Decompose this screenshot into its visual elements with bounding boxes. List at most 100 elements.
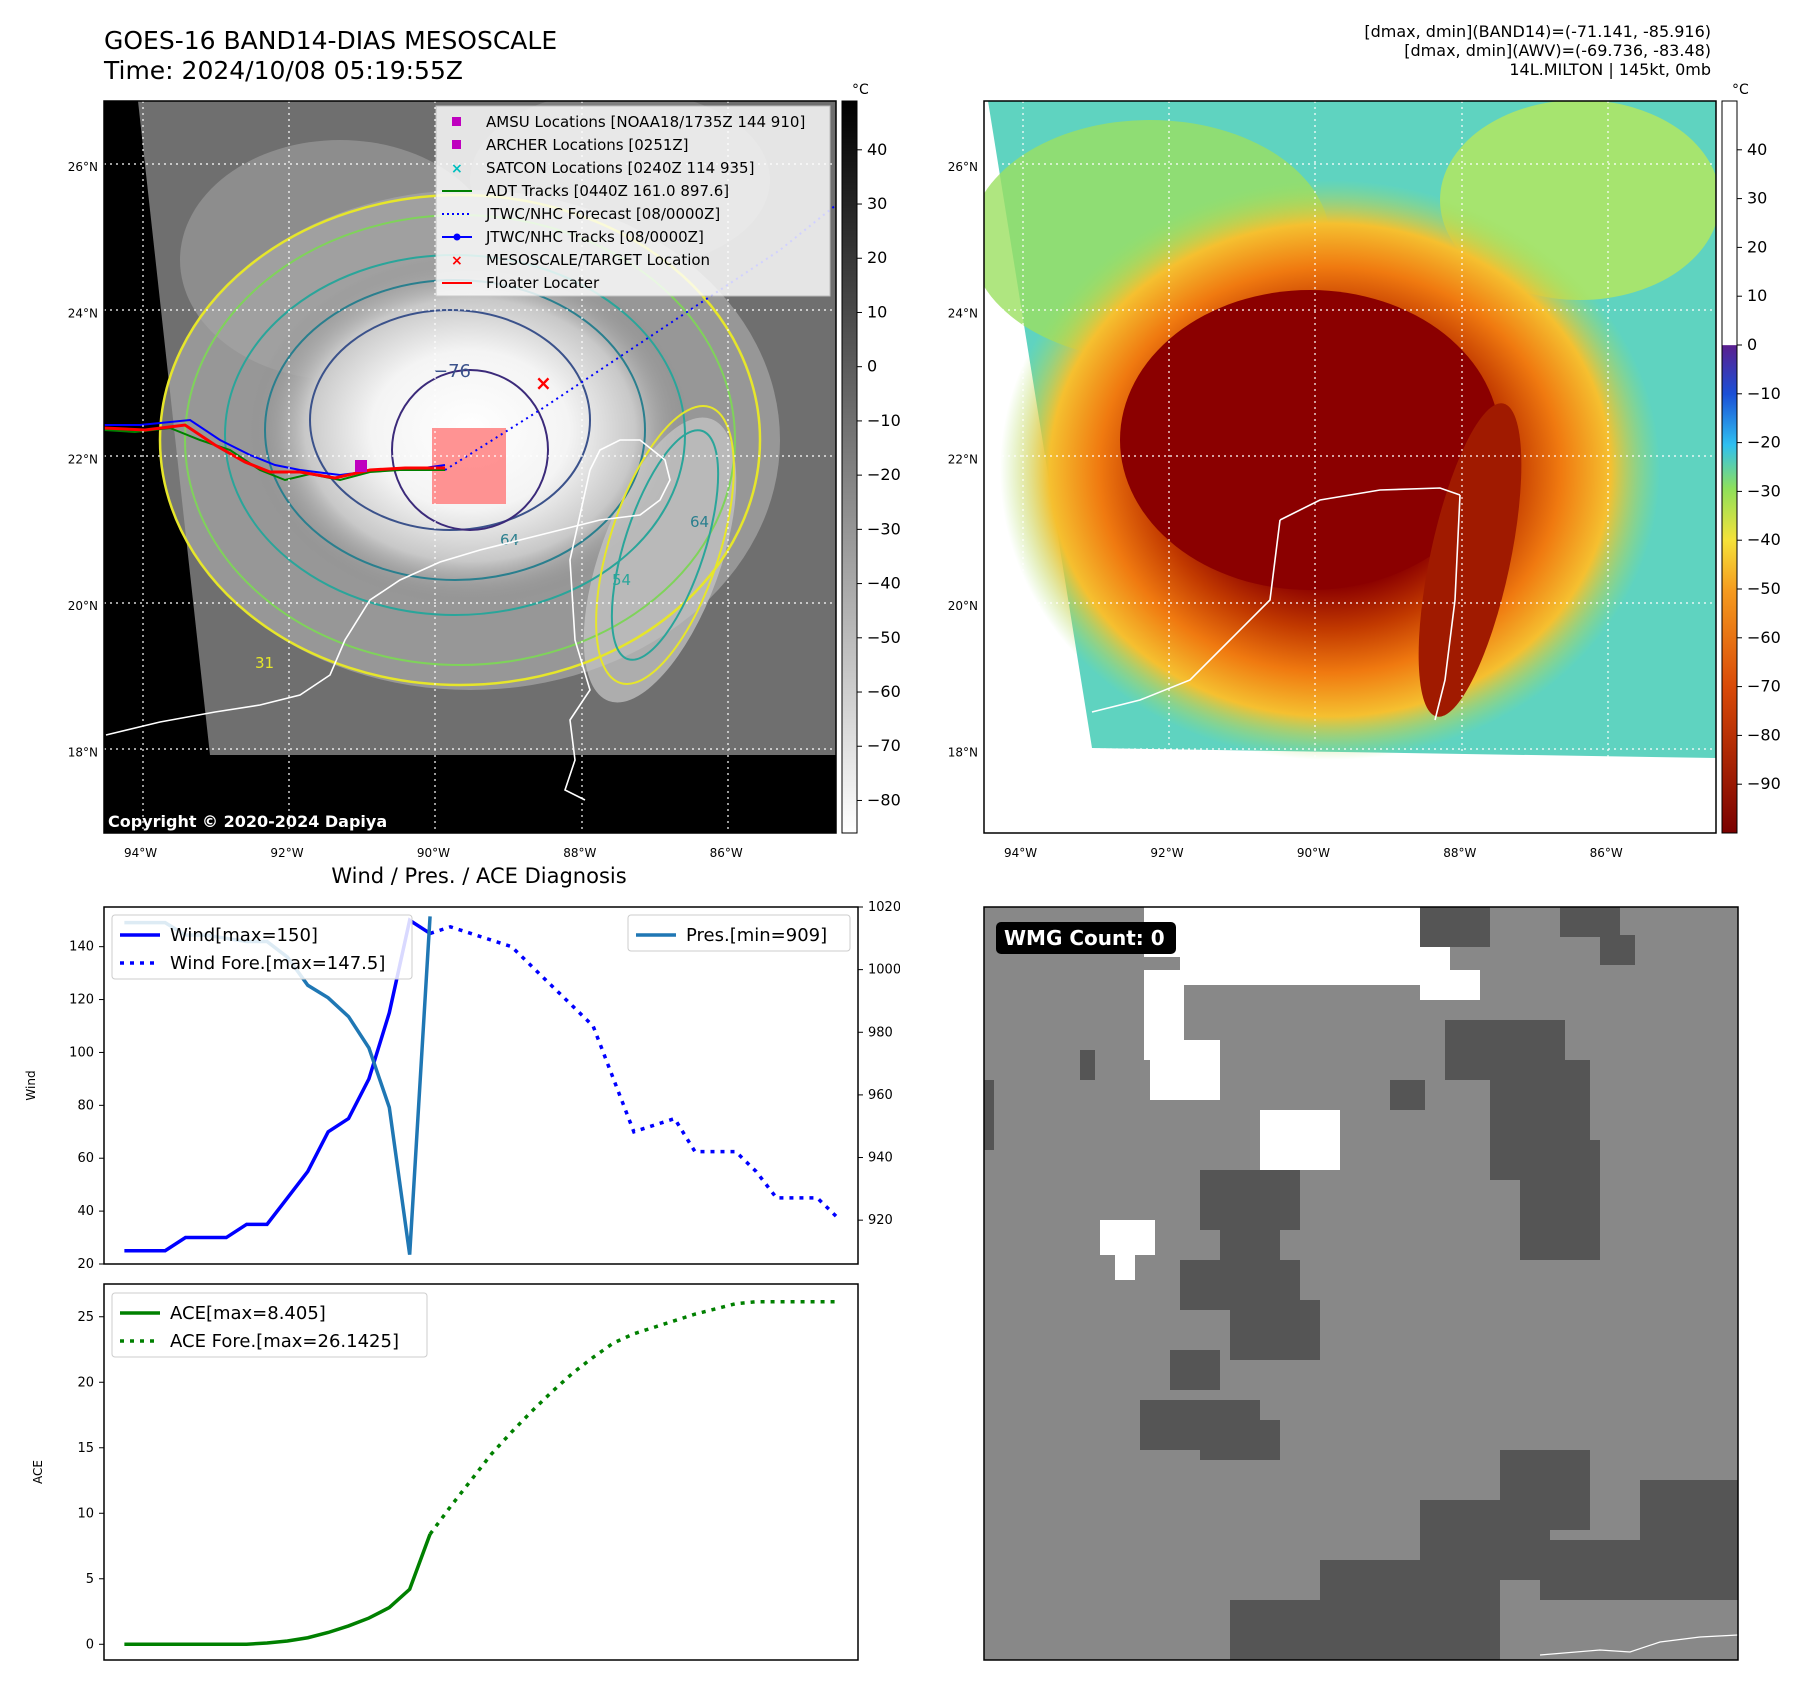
right-colorbar (1721, 100, 1738, 834)
colorbar-tick-label: 20 (1747, 237, 1767, 256)
colorbar-tick-label: 0 (1747, 335, 1757, 354)
lon-tick-label: 86°W (710, 846, 743, 860)
left-colorbar (841, 100, 858, 834)
y-axis-label: Wind (24, 1070, 38, 1100)
colorbar-tick-label: −50 (1747, 579, 1781, 598)
chart-legend: ACE[max=8.405] ACE Fore.[max=26.1425] (111, 1292, 428, 1358)
right-map-grid (984, 101, 1716, 833)
lat-tick-label: 24°N (948, 306, 978, 320)
lat-tick-label: 26°N (948, 160, 978, 174)
legend-entry: JTWC/NHC Tracks [08/0000Z] (442, 228, 704, 246)
y-tick-label: 140 (69, 940, 94, 955)
colorbar-tick-label: −70 (1747, 677, 1781, 696)
legend-entry: Floater Locater (442, 274, 600, 292)
wmg-dark-cells (984, 907, 1738, 1660)
wmg-count-badge (996, 922, 1176, 954)
svg-text:×: × (451, 161, 463, 177)
series-line (124, 917, 432, 1253)
lon-tick-label: 90°W (417, 846, 450, 860)
chart-legend: Wind[max=150] Wind Fore.[max=147.5] (111, 914, 413, 980)
lat-tick-label: 20°N (948, 599, 978, 613)
colorbar-tick-label: −80 (867, 790, 900, 809)
title-line-2: Time: 2024/10/08 05:19:55Z (104, 56, 463, 85)
lat-tick-label: 18°N (68, 745, 98, 759)
diagnosis-title: Wind / Pres. / ACE Diagnosis (331, 864, 627, 888)
y-right-tick-label: 1000 (868, 963, 900, 978)
colorbar-tick-label: 40 (867, 140, 887, 159)
right-map-axis-labels: 26°N 24°N 22°N 20°N 18°N 94°W 92°W 90°W 88°W 86°W (948, 160, 1623, 860)
colorbar-tick-label: −50 (867, 628, 900, 647)
y-right-tick-label: 940 (868, 1151, 893, 1166)
colorbar-tick-label: −20 (1747, 433, 1781, 452)
legend-label: Floater Locater (486, 274, 600, 292)
chart-legend-label: Pres.[min=909] (686, 925, 827, 946)
contour-label-1: −76 (433, 361, 471, 382)
lat-tick-label: 22°N (948, 453, 978, 467)
wmg-white-cells (1100, 907, 1480, 1280)
lon-tick-label: 92°W (1150, 846, 1183, 860)
left-colorbar-unit: °C (852, 82, 869, 98)
chart-legend-label: Wind[max=150] (170, 925, 318, 946)
lat-tick-label: 20°N (68, 599, 98, 613)
lon-tick-label: 88°W (1443, 846, 1476, 860)
target-marker: × (535, 371, 552, 395)
colorbar-tick-label: −40 (1747, 530, 1781, 549)
lat-tick-label: 26°N (68, 160, 98, 174)
figure-title: GOES-16 BAND14-DIAS MESOSCALE Time: 2024… (104, 26, 557, 86)
lon-tick-label: 94°W (124, 846, 157, 860)
right-map-panel: 26°N 24°N 22°N 20°N 18°N 94°W 92°W 90°W 88°W 86°W… (948, 82, 1781, 860)
y-right-tick-label: 1020 (868, 900, 900, 915)
series-line (124, 1533, 432, 1647)
chart-legend: Pres.[min=909] (627, 914, 851, 952)
coastline (105, 439, 671, 736)
legend-entry: ADT Tracks [0440Z 161.0 897.6] (442, 182, 729, 200)
series-line (428, 1300, 838, 1536)
lon-tick-label: 90°W (1297, 846, 1330, 860)
y-tick-label: 20 (77, 1257, 94, 1272)
legend-entry: AMSU Locations [NOAA18/1735Z 144 910] (452, 113, 805, 131)
y-tick-label: 120 (69, 993, 94, 1008)
y-tick-label: 80 (77, 1098, 94, 1113)
colorbar-tick-label: 10 (867, 302, 887, 321)
left-map-axis-labels: 26°N 24°N 22°N 20°N 18°N 94°W 92°W 90°W 88°W 86°W (68, 160, 743, 860)
wmg-background (984, 907, 1738, 1660)
left-map-legend (435, 105, 831, 297)
y-right-tick-label: 960 (868, 1088, 893, 1103)
colorbar-tick-label: −10 (867, 411, 900, 430)
legend-label: ADT Tracks [0440Z 161.0 897.6] (486, 182, 729, 200)
legend-label: ARCHER Locations [0251Z] (486, 136, 689, 154)
colorbar-tick-label: 30 (867, 194, 887, 213)
legend-label: JTWC/NHC Tracks [08/0000Z] (485, 228, 704, 246)
chart-legend-label: ACE Fore.[max=26.1425] (170, 1331, 399, 1352)
wmg-count-text: WMG Count: 0 (1004, 926, 1165, 950)
info-line-3: 14L.MILTON | 145kt, 0mb (1509, 60, 1711, 79)
left-map-panel: −76 64 64 54 31 × AMS (68, 82, 900, 860)
colorbar-tick-label: 0 (867, 357, 877, 376)
legend-label: SATCON Locations [0240Z 114 935] (486, 159, 754, 177)
right-colorbar-unit: °C (1732, 82, 1749, 98)
chart-legend-label: ACE[max=8.405] (170, 1303, 326, 1324)
series-line (429, 924, 839, 1219)
colorbar-tick-label: −60 (867, 682, 900, 701)
lat-tick-label: 18°N (948, 745, 978, 759)
colorbar-tick-label: −30 (1747, 481, 1781, 500)
colorbar-tick-label: −70 (867, 736, 900, 755)
y-right-tick-label: 980 (868, 1025, 893, 1040)
colorbar-tick-label: −20 (867, 465, 900, 484)
colorbar-tick-label: −30 (867, 519, 900, 538)
lat-tick-label: 24°N (68, 306, 98, 320)
colorbar-tick-label: −40 (867, 574, 900, 593)
legend-entry: × SATCON Locations [0240Z 114 935] (451, 159, 754, 177)
y-tick-label: 40 (77, 1204, 94, 1219)
info-line-1: [dmax, dmin](BAND14)=(-71.141, -85.916) (1364, 22, 1711, 41)
colorbar-tick-label: 30 (1747, 189, 1767, 208)
colorbar-tick-label: 40 (1747, 140, 1767, 159)
y-axis-label: ACE (31, 1460, 45, 1484)
legend-entry: JTWC/NHC Forecast [08/0000Z] (442, 205, 720, 223)
diagnosis-chart: 2040608010012014092094096098010001020Pre… (24, 900, 900, 1661)
lon-tick-label: 88°W (563, 846, 596, 860)
storm-info: [dmax, dmin](BAND14)=(-71.141, -85.916) … (1364, 22, 1711, 79)
lon-tick-label: 86°W (1590, 846, 1623, 860)
colorbar-tick-label: −60 (1747, 628, 1781, 647)
y-tick-label: 25 (77, 1310, 94, 1325)
